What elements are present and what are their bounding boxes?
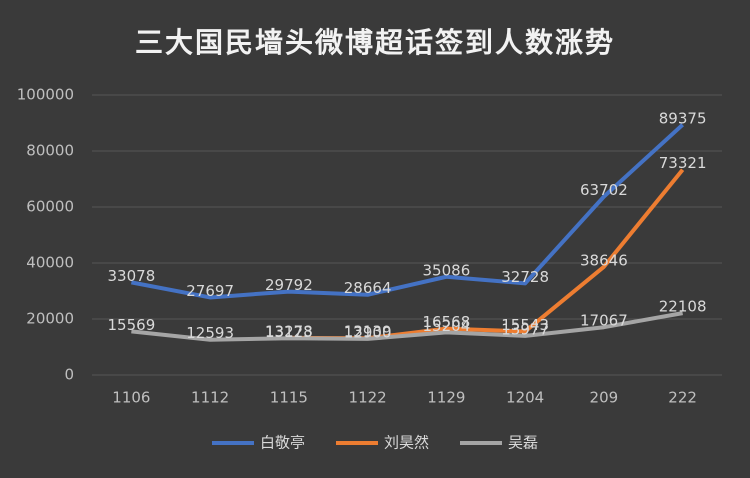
y-tick-label: 0 xyxy=(64,366,74,384)
data-label: 27697 xyxy=(186,282,234,300)
data-label: 17067 xyxy=(580,312,628,330)
data-label: 29792 xyxy=(265,276,313,294)
legend-label: 刘昊然 xyxy=(384,434,429,452)
data-label: 38646 xyxy=(580,251,628,269)
data-label: 13977 xyxy=(501,320,549,338)
x-tick-label: 222 xyxy=(668,389,697,407)
data-label: 12593 xyxy=(186,324,234,342)
data-label: 73321 xyxy=(659,154,707,172)
x-tick-label: 1122 xyxy=(349,389,387,407)
data-label: 15543 xyxy=(501,316,549,334)
data-label: 16568 xyxy=(423,313,471,331)
x-tick-label: 1115 xyxy=(270,389,308,407)
y-tick-label: 80000 xyxy=(26,142,74,160)
series-line xyxy=(130,123,684,300)
data-label: 33078 xyxy=(108,267,156,285)
y-tick-label: 20000 xyxy=(26,310,74,328)
data-label: 13278 xyxy=(265,322,313,340)
x-tick-label: 209 xyxy=(590,389,619,407)
x-tick-label: 1112 xyxy=(191,389,229,407)
x-tick-label: 1106 xyxy=(112,389,150,407)
data-label: 89375 xyxy=(659,109,707,127)
data-label: 13123 xyxy=(265,323,313,341)
x-tick-label: 1204 xyxy=(506,389,544,407)
data-label: 22108 xyxy=(659,298,707,316)
legend-label: 吴磊 xyxy=(508,434,538,452)
data-label: 15204 xyxy=(423,317,471,335)
y-tick-label: 60000 xyxy=(26,198,74,216)
chart-title: 三大国民墙头微博超话签到人数涨势 xyxy=(135,26,615,59)
data-label: 12900 xyxy=(344,323,392,341)
y-tick-label: 40000 xyxy=(26,254,74,272)
data-label: 32728 xyxy=(501,268,549,286)
data-label: 28664 xyxy=(344,279,392,297)
data-label: 15569 xyxy=(108,316,156,334)
series-line xyxy=(131,311,683,342)
y-tick-label: 100000 xyxy=(17,86,74,104)
legend-label: 白敬亭 xyxy=(260,434,305,452)
data-label: 63702 xyxy=(580,181,628,199)
x-tick-label: 1129 xyxy=(427,389,465,407)
data-label: 35086 xyxy=(423,261,471,279)
